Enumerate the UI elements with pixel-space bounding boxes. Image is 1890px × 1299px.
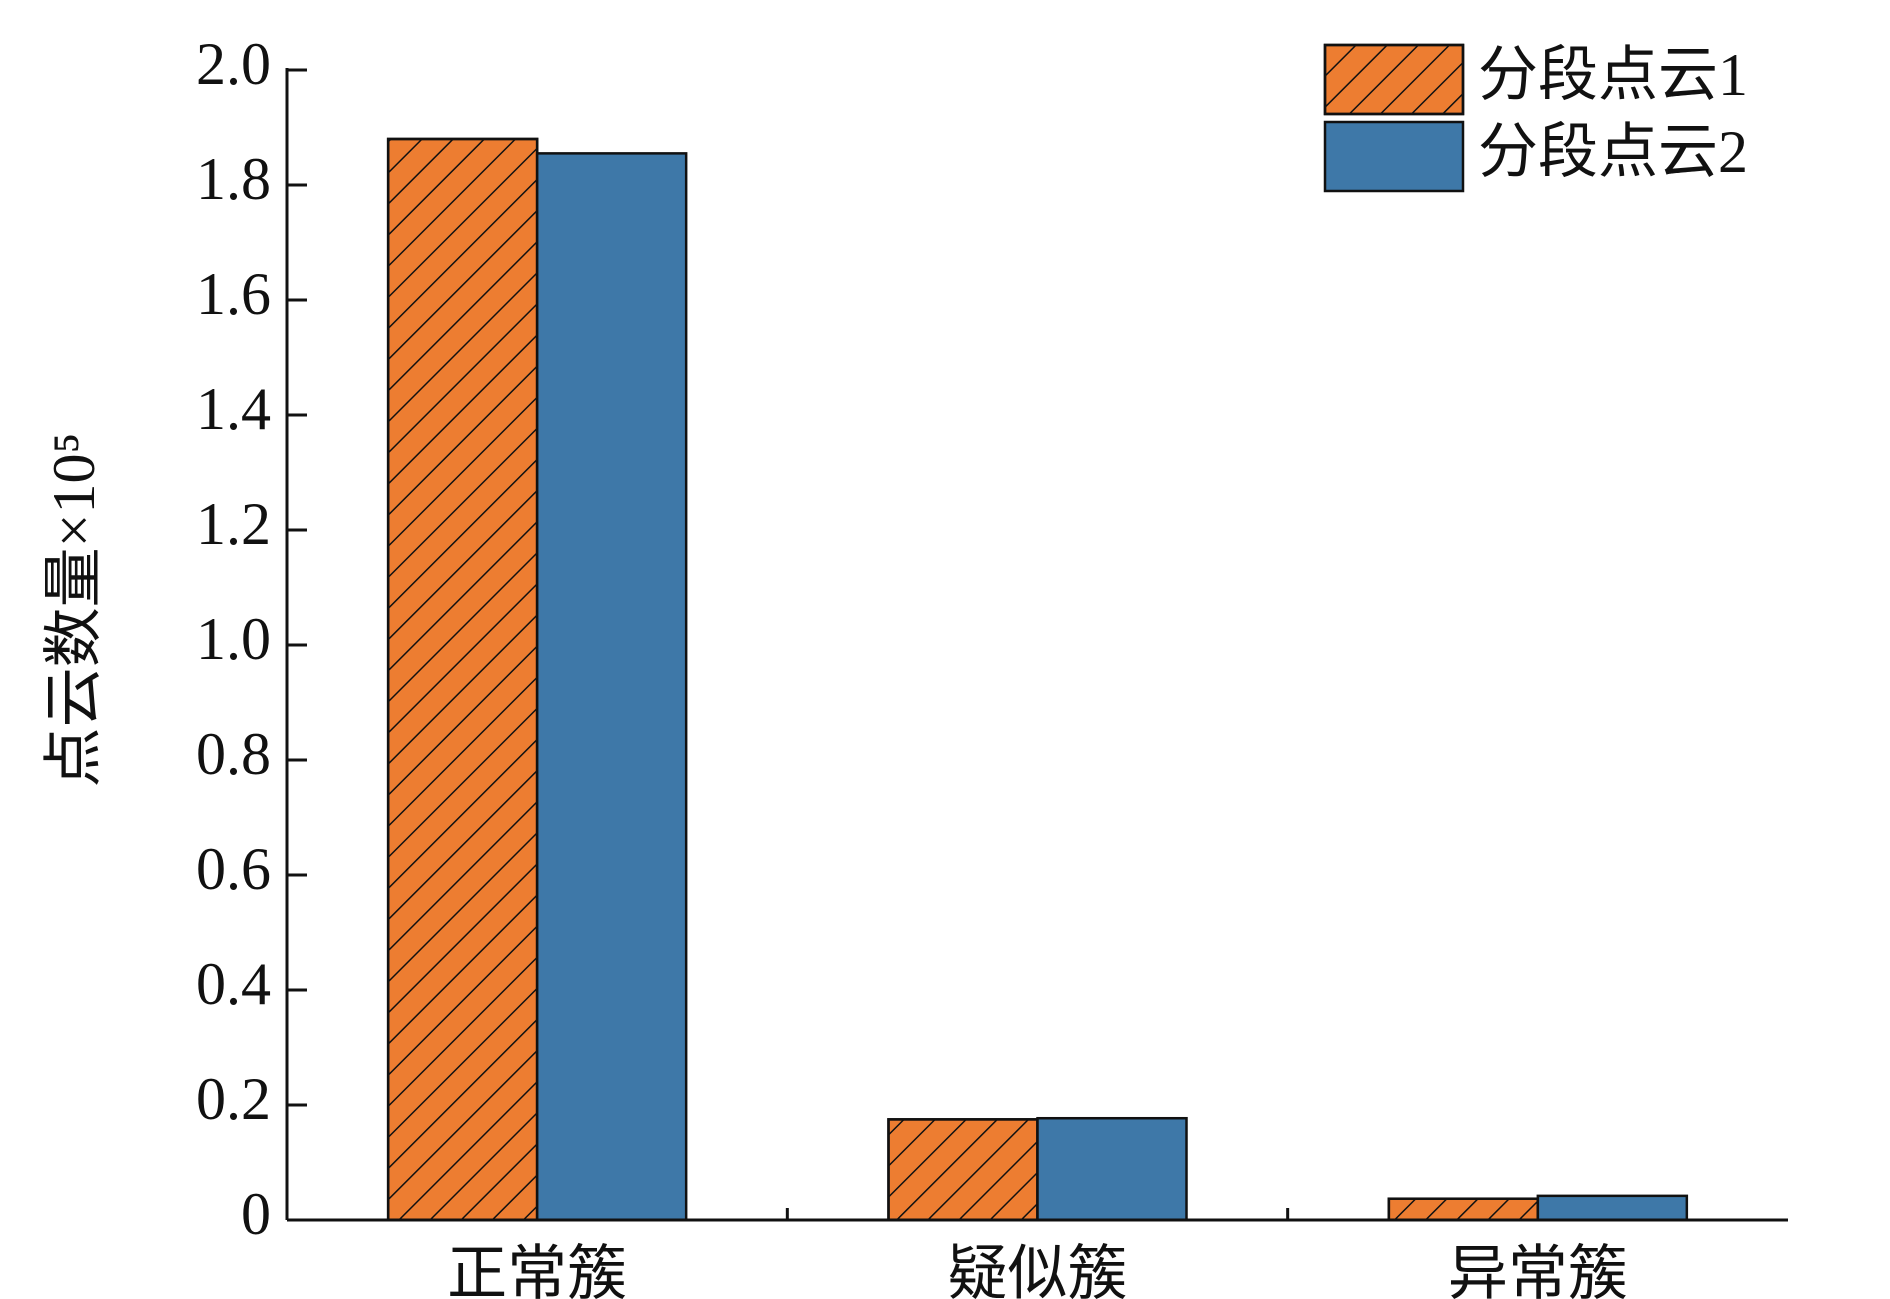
y-tick-label: 0 [241,1181,271,1247]
bar-hatch [386,137,539,1222]
y-tick-label: 1.4 [196,376,271,442]
y-tick-label: 1.6 [196,261,271,327]
bar [535,152,688,1222]
y-tick-label: 0.2 [196,1066,271,1132]
y-axis-label: 点云数量×10⁵ [41,433,107,788]
x-tick-label: 疑似簇 [948,1241,1128,1299]
bar-hatch [1387,1197,1540,1222]
y-tick-label: 2.0 [196,31,271,97]
bar [1536,1194,1689,1222]
legend-swatch-hatch [1323,43,1465,116]
y-tick-label: 0.4 [196,951,271,1017]
y-tick-label: 1.2 [196,491,271,557]
y-tick-label: 1.8 [196,146,271,212]
x-tick-label: 异常簇 [1448,1241,1628,1299]
legend-swatch [1323,120,1465,193]
legend-label: 分段点云2 [1478,119,1748,185]
legend-label: 分段点云1 [1478,42,1748,108]
y-tick-label: 0.6 [196,836,271,902]
x-tick-label: 正常簇 [447,1241,627,1299]
y-tick-label: 0.8 [196,721,271,787]
bar [1036,1116,1188,1222]
y-tick-label: 1.0 [196,606,271,672]
bar-hatch [887,1118,1039,1222]
